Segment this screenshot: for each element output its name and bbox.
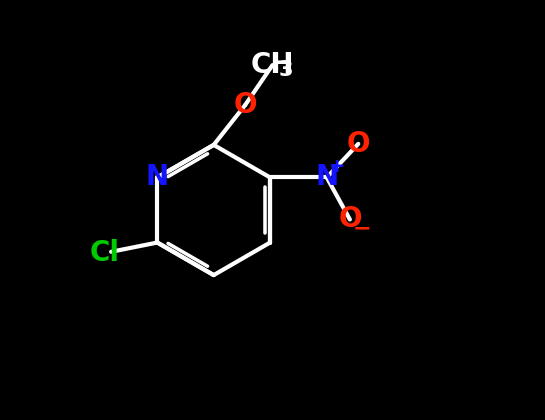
Text: +: +	[329, 158, 346, 176]
Text: 3: 3	[278, 60, 293, 80]
Text: −: −	[352, 219, 371, 239]
Text: Cl: Cl	[90, 239, 120, 267]
Text: N: N	[315, 163, 338, 192]
Text: O: O	[347, 130, 370, 158]
Text: N: N	[146, 163, 169, 192]
Text: CH: CH	[251, 51, 294, 79]
Text: O: O	[338, 205, 362, 234]
Text: O: O	[233, 91, 257, 119]
